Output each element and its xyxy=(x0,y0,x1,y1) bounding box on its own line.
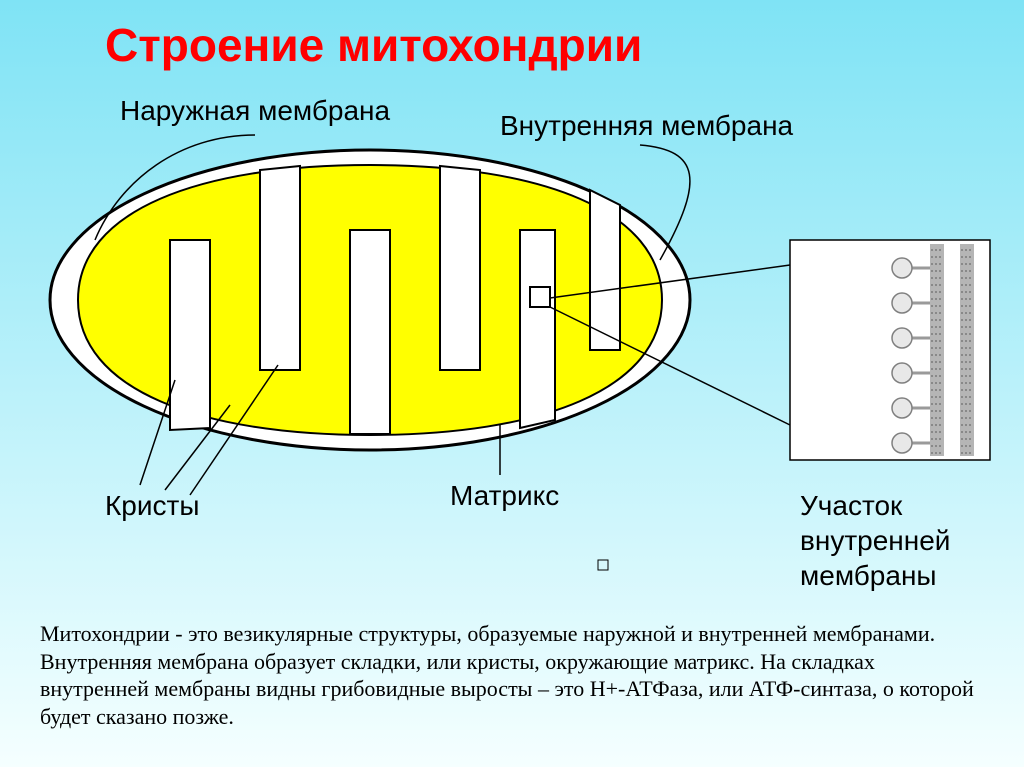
description-paragraph: Митохондрии - это везикулярные структуры… xyxy=(40,620,980,730)
detail-caption-l2: внутренней xyxy=(800,525,950,557)
label-outer-membrane: Наружная мембрана xyxy=(120,95,390,127)
detail-caption-l1: Участок xyxy=(800,490,902,522)
diagram-stage: Строение митохондрии Наружная мембрана В… xyxy=(0,0,1024,767)
detail-caption-l3: мембраны xyxy=(800,560,937,592)
label-cristae: Кристы xyxy=(105,490,199,522)
label-inner-membrane: Внутренняя мембрана xyxy=(500,110,793,142)
label-matrix: Матрикс xyxy=(450,480,559,512)
page-title: Строение митохондрии xyxy=(105,18,642,72)
